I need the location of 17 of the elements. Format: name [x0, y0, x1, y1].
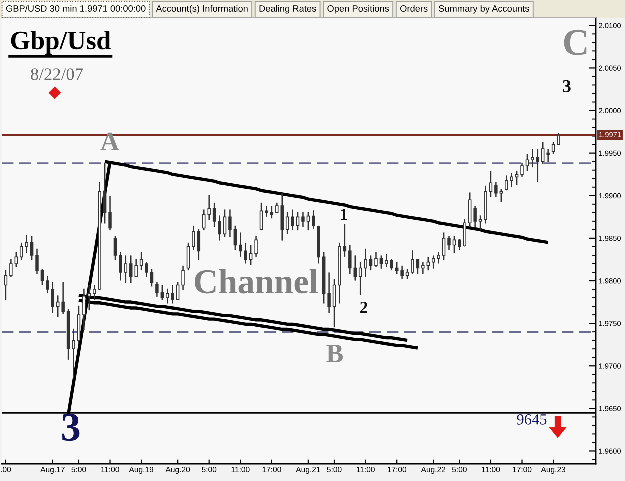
text: Dealing Rates — [260, 5, 316, 14]
annotation: 9645 — [517, 414, 547, 425]
chart-title: Gbp/Usd — [11, 31, 111, 55]
text: Account(s) Information — [156, 5, 248, 14]
text: GBP/USD 30 min 1.9971 00:00:00 — [6, 5, 146, 12]
annotation: Channel — [194, 269, 318, 294]
annotation: 1 — [341, 209, 348, 220]
annotation: 2 — [360, 302, 368, 314]
annotation: B — [326, 345, 344, 362]
annotation: C — [564, 30, 587, 56]
text: Summary by Accounts — [438, 5, 530, 14]
text: Open Positions — [328, 5, 390, 14]
annotation: 3 — [563, 80, 571, 93]
text: Orders — [400, 5, 428, 12]
text: 8/22/07 — [31, 68, 84, 80]
annotation: A — [100, 132, 120, 150]
annotation: 3 — [62, 414, 80, 442]
